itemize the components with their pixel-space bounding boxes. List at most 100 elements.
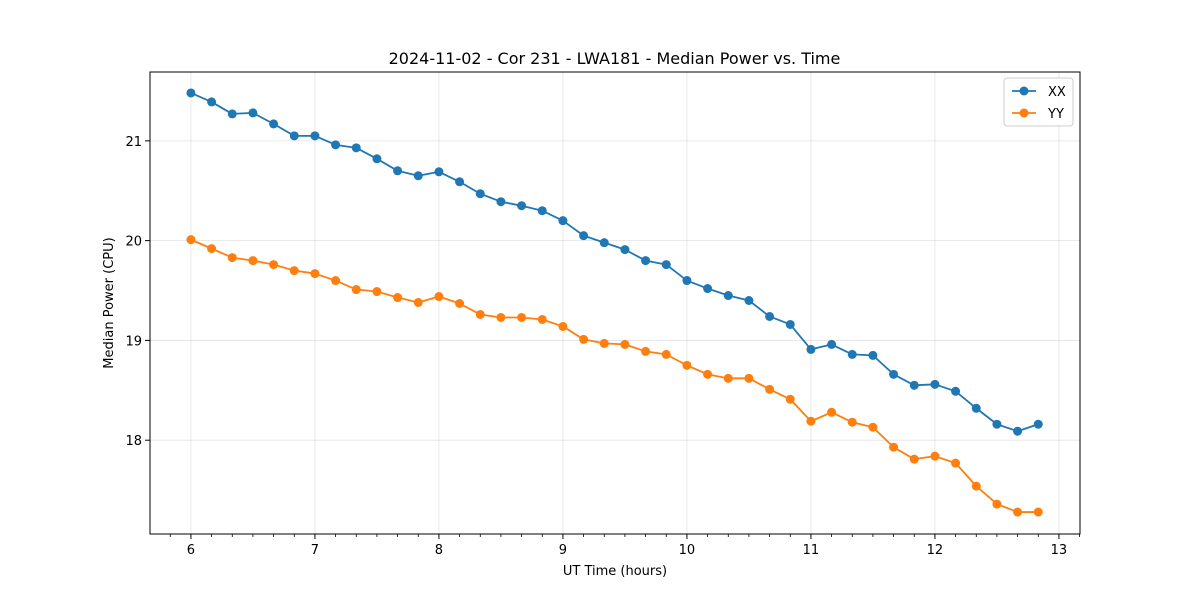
data-point-xx bbox=[475, 189, 485, 199]
data-point-yy bbox=[455, 298, 465, 308]
y-tick-label: 21 bbox=[125, 135, 142, 150]
data-point-yy bbox=[723, 373, 733, 383]
legend-label-xx: XX bbox=[1048, 85, 1066, 100]
data-point-yy bbox=[765, 384, 775, 394]
data-point-xx bbox=[331, 140, 341, 150]
data-point-xx bbox=[661, 260, 671, 270]
data-point-xx bbox=[992, 419, 1002, 429]
data-point-yy bbox=[475, 309, 485, 319]
data-point-yy bbox=[1013, 507, 1023, 517]
data-point-yy bbox=[868, 422, 878, 432]
y-tick-label: 20 bbox=[125, 235, 142, 250]
data-point-xx bbox=[951, 386, 961, 396]
data-point-yy bbox=[930, 451, 940, 461]
x-tick-label: 9 bbox=[559, 543, 567, 558]
data-point-xx bbox=[765, 311, 775, 321]
data-point-xx bbox=[372, 154, 382, 164]
data-point-yy bbox=[393, 293, 403, 303]
y-tick-label: 19 bbox=[125, 334, 142, 349]
data-point-yy bbox=[599, 338, 609, 348]
data-point-yy bbox=[310, 269, 320, 279]
data-point-xx bbox=[868, 350, 878, 360]
plot-area bbox=[150, 72, 1080, 534]
data-point-yy bbox=[889, 442, 899, 452]
data-point-xx bbox=[599, 238, 609, 248]
data-point-yy bbox=[517, 312, 527, 322]
axes: 6 7 8 9 10 11 12 13 18 19 20 21 bbox=[125, 135, 1080, 558]
data-point-yy bbox=[703, 369, 713, 379]
data-point-yy bbox=[971, 481, 981, 491]
data-point-yy bbox=[248, 256, 258, 266]
data-point-xx bbox=[703, 284, 713, 294]
data-point-yy bbox=[744, 373, 754, 383]
data-point-xx bbox=[455, 177, 465, 187]
data-point-yy bbox=[806, 416, 816, 426]
data-point-yy bbox=[434, 292, 444, 302]
data-point-xx bbox=[889, 369, 899, 379]
y-axis-label: Median Power (CPU) bbox=[102, 237, 117, 368]
data-point-xx bbox=[1033, 419, 1043, 429]
y-tick-label: 18 bbox=[125, 434, 142, 449]
data-point-xx bbox=[785, 319, 795, 329]
legend-marker-yy bbox=[1019, 108, 1029, 118]
data-point-xx bbox=[847, 349, 857, 359]
data-point-yy bbox=[827, 407, 837, 417]
data-point-yy bbox=[951, 458, 961, 468]
data-point-xx bbox=[909, 380, 919, 390]
data-point-xx bbox=[641, 256, 651, 266]
data-point-xx bbox=[827, 339, 837, 349]
data-point-xx bbox=[620, 245, 630, 255]
data-point-yy bbox=[351, 285, 361, 295]
data-point-xx bbox=[930, 379, 940, 389]
data-point-yy bbox=[331, 276, 341, 286]
data-point-xx bbox=[1013, 426, 1023, 436]
data-point-xx bbox=[227, 109, 237, 119]
x-tick-label: 7 bbox=[311, 543, 319, 558]
data-point-yy bbox=[847, 417, 857, 427]
data-point-yy bbox=[682, 360, 692, 370]
data-point-yy bbox=[413, 298, 423, 308]
data-point-yy bbox=[992, 499, 1002, 509]
data-point-xx bbox=[393, 166, 403, 176]
legend-marker-xx bbox=[1019, 86, 1029, 96]
data-point-yy bbox=[496, 312, 506, 322]
data-point-yy bbox=[372, 287, 382, 297]
data-point-xx bbox=[413, 171, 423, 181]
data-point-xx bbox=[971, 403, 981, 413]
data-point-xx bbox=[682, 276, 692, 286]
data-point-xx bbox=[269, 119, 279, 129]
data-point-xx bbox=[351, 143, 361, 153]
legend: XX YY bbox=[1003, 77, 1074, 127]
data-point-yy bbox=[1033, 507, 1043, 517]
data-point-yy bbox=[186, 235, 196, 245]
data-point-yy bbox=[661, 349, 671, 359]
data-point-xx bbox=[310, 131, 320, 141]
data-point-yy bbox=[207, 244, 217, 254]
data-point-xx bbox=[579, 231, 589, 241]
data-point-yy bbox=[269, 260, 279, 270]
data-point-xx bbox=[186, 88, 196, 98]
data-point-yy bbox=[558, 321, 568, 331]
chart-title: 2024-11-02 - Cor 231 - LWA181 - Median P… bbox=[389, 49, 841, 68]
data-point-xx bbox=[744, 296, 754, 306]
x-tick-label: 6 bbox=[187, 543, 195, 558]
data-point-yy bbox=[227, 253, 237, 263]
x-axis-label: UT Time (hours) bbox=[563, 564, 667, 579]
x-tick-label: 10 bbox=[679, 543, 696, 558]
data-point-xx bbox=[806, 344, 816, 354]
data-point-xx bbox=[723, 291, 733, 301]
data-point-yy bbox=[537, 314, 547, 324]
data-point-xx bbox=[207, 97, 217, 107]
legend-label-yy: YY bbox=[1047, 107, 1064, 122]
data-point-xx bbox=[248, 108, 258, 118]
plot-frame bbox=[149, 71, 1081, 535]
data-point-yy bbox=[785, 394, 795, 404]
x-tick-label: 12 bbox=[927, 543, 944, 558]
series-layer bbox=[186, 88, 1043, 517]
data-point-xx bbox=[558, 216, 568, 226]
data-point-yy bbox=[909, 454, 919, 464]
x-tick-label: 8 bbox=[435, 543, 443, 558]
data-point-xx bbox=[496, 197, 506, 207]
data-point-yy bbox=[641, 346, 651, 356]
